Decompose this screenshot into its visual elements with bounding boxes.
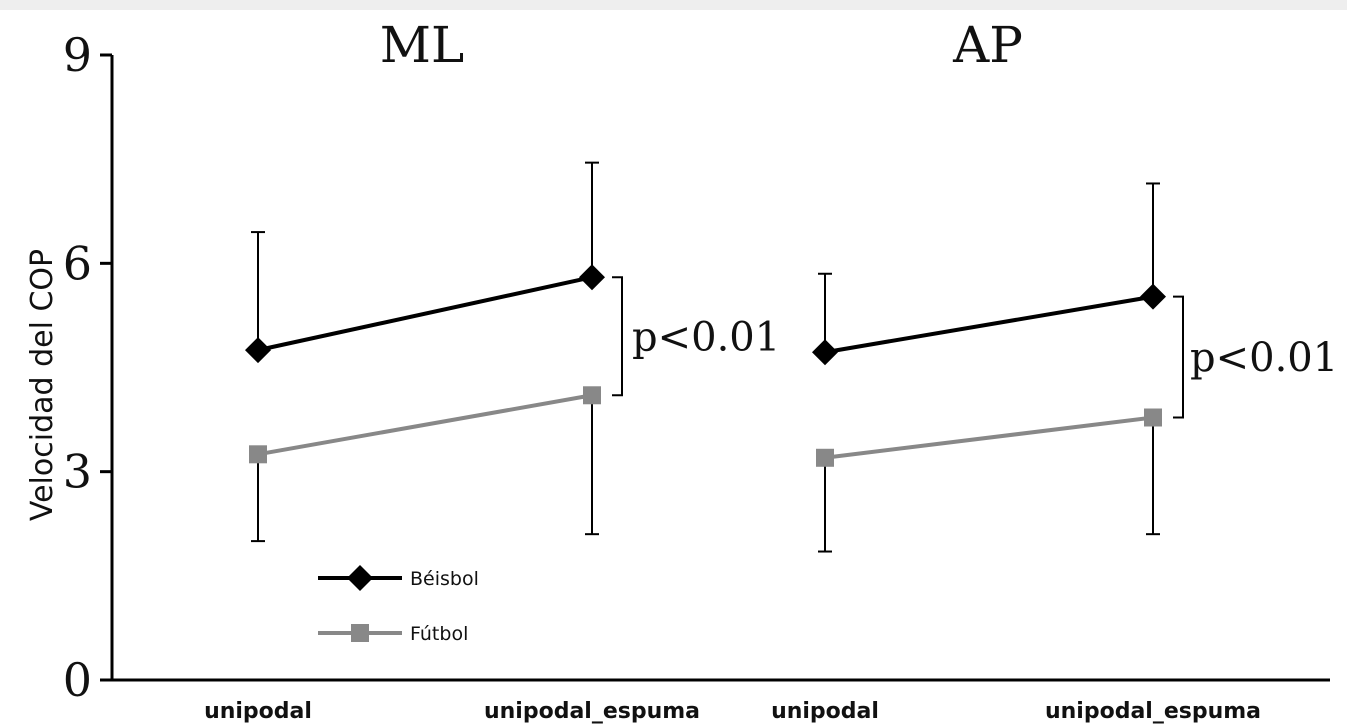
legend-label: Béisbol: [410, 568, 479, 590]
data-point: [1144, 408, 1162, 427]
data-point: [1140, 283, 1166, 310]
y-tick-label: 3: [63, 445, 92, 499]
series-line: [824, 415, 1154, 460]
y-tick-label: 9: [63, 28, 92, 82]
x-tick-label: unipodal: [771, 699, 879, 724]
series-markers: [245, 264, 1166, 467]
panel-title: AP: [952, 16, 1023, 74]
y-tick-label: 6: [63, 236, 92, 290]
data-point: [579, 264, 605, 291]
legend-marker: [351, 624, 369, 642]
data-point: [816, 448, 834, 467]
data-point: [249, 445, 267, 464]
significance-label: p<0.01: [1190, 335, 1338, 381]
legend-marker: [347, 565, 373, 591]
significance-bracket: [1173, 295, 1184, 419]
data-point: [245, 337, 271, 364]
x-tick-label: unipodal_espuma: [484, 699, 700, 724]
top-bar: [0, 0, 1347, 10]
chart-text: 0 3 6 9 Velocidad del COP ML unipodal unipodal_…: [25, 16, 1338, 724]
significance-bracket: [612, 276, 623, 397]
significance-label: p<0.01: [632, 314, 780, 360]
legend-label: Fútbol: [410, 623, 468, 645]
series-line: [257, 275, 593, 353]
series-lines: [257, 275, 1154, 460]
axes: [100, 53, 1330, 682]
series-line: [824, 294, 1154, 355]
series-line: [257, 393, 593, 457]
data-point: [583, 386, 601, 405]
legend: Béisbol Fútbol: [318, 565, 479, 645]
y-tick-label: 0: [63, 653, 92, 707]
data-point: [812, 339, 838, 366]
x-tick-label: unipodal: [204, 699, 312, 724]
error-bars: [251, 161, 1184, 553]
panel-title: ML: [380, 16, 464, 74]
y-axis-label: Velocidad del COP: [25, 249, 60, 521]
x-tick-label: unipodal_espuma: [1045, 699, 1261, 724]
